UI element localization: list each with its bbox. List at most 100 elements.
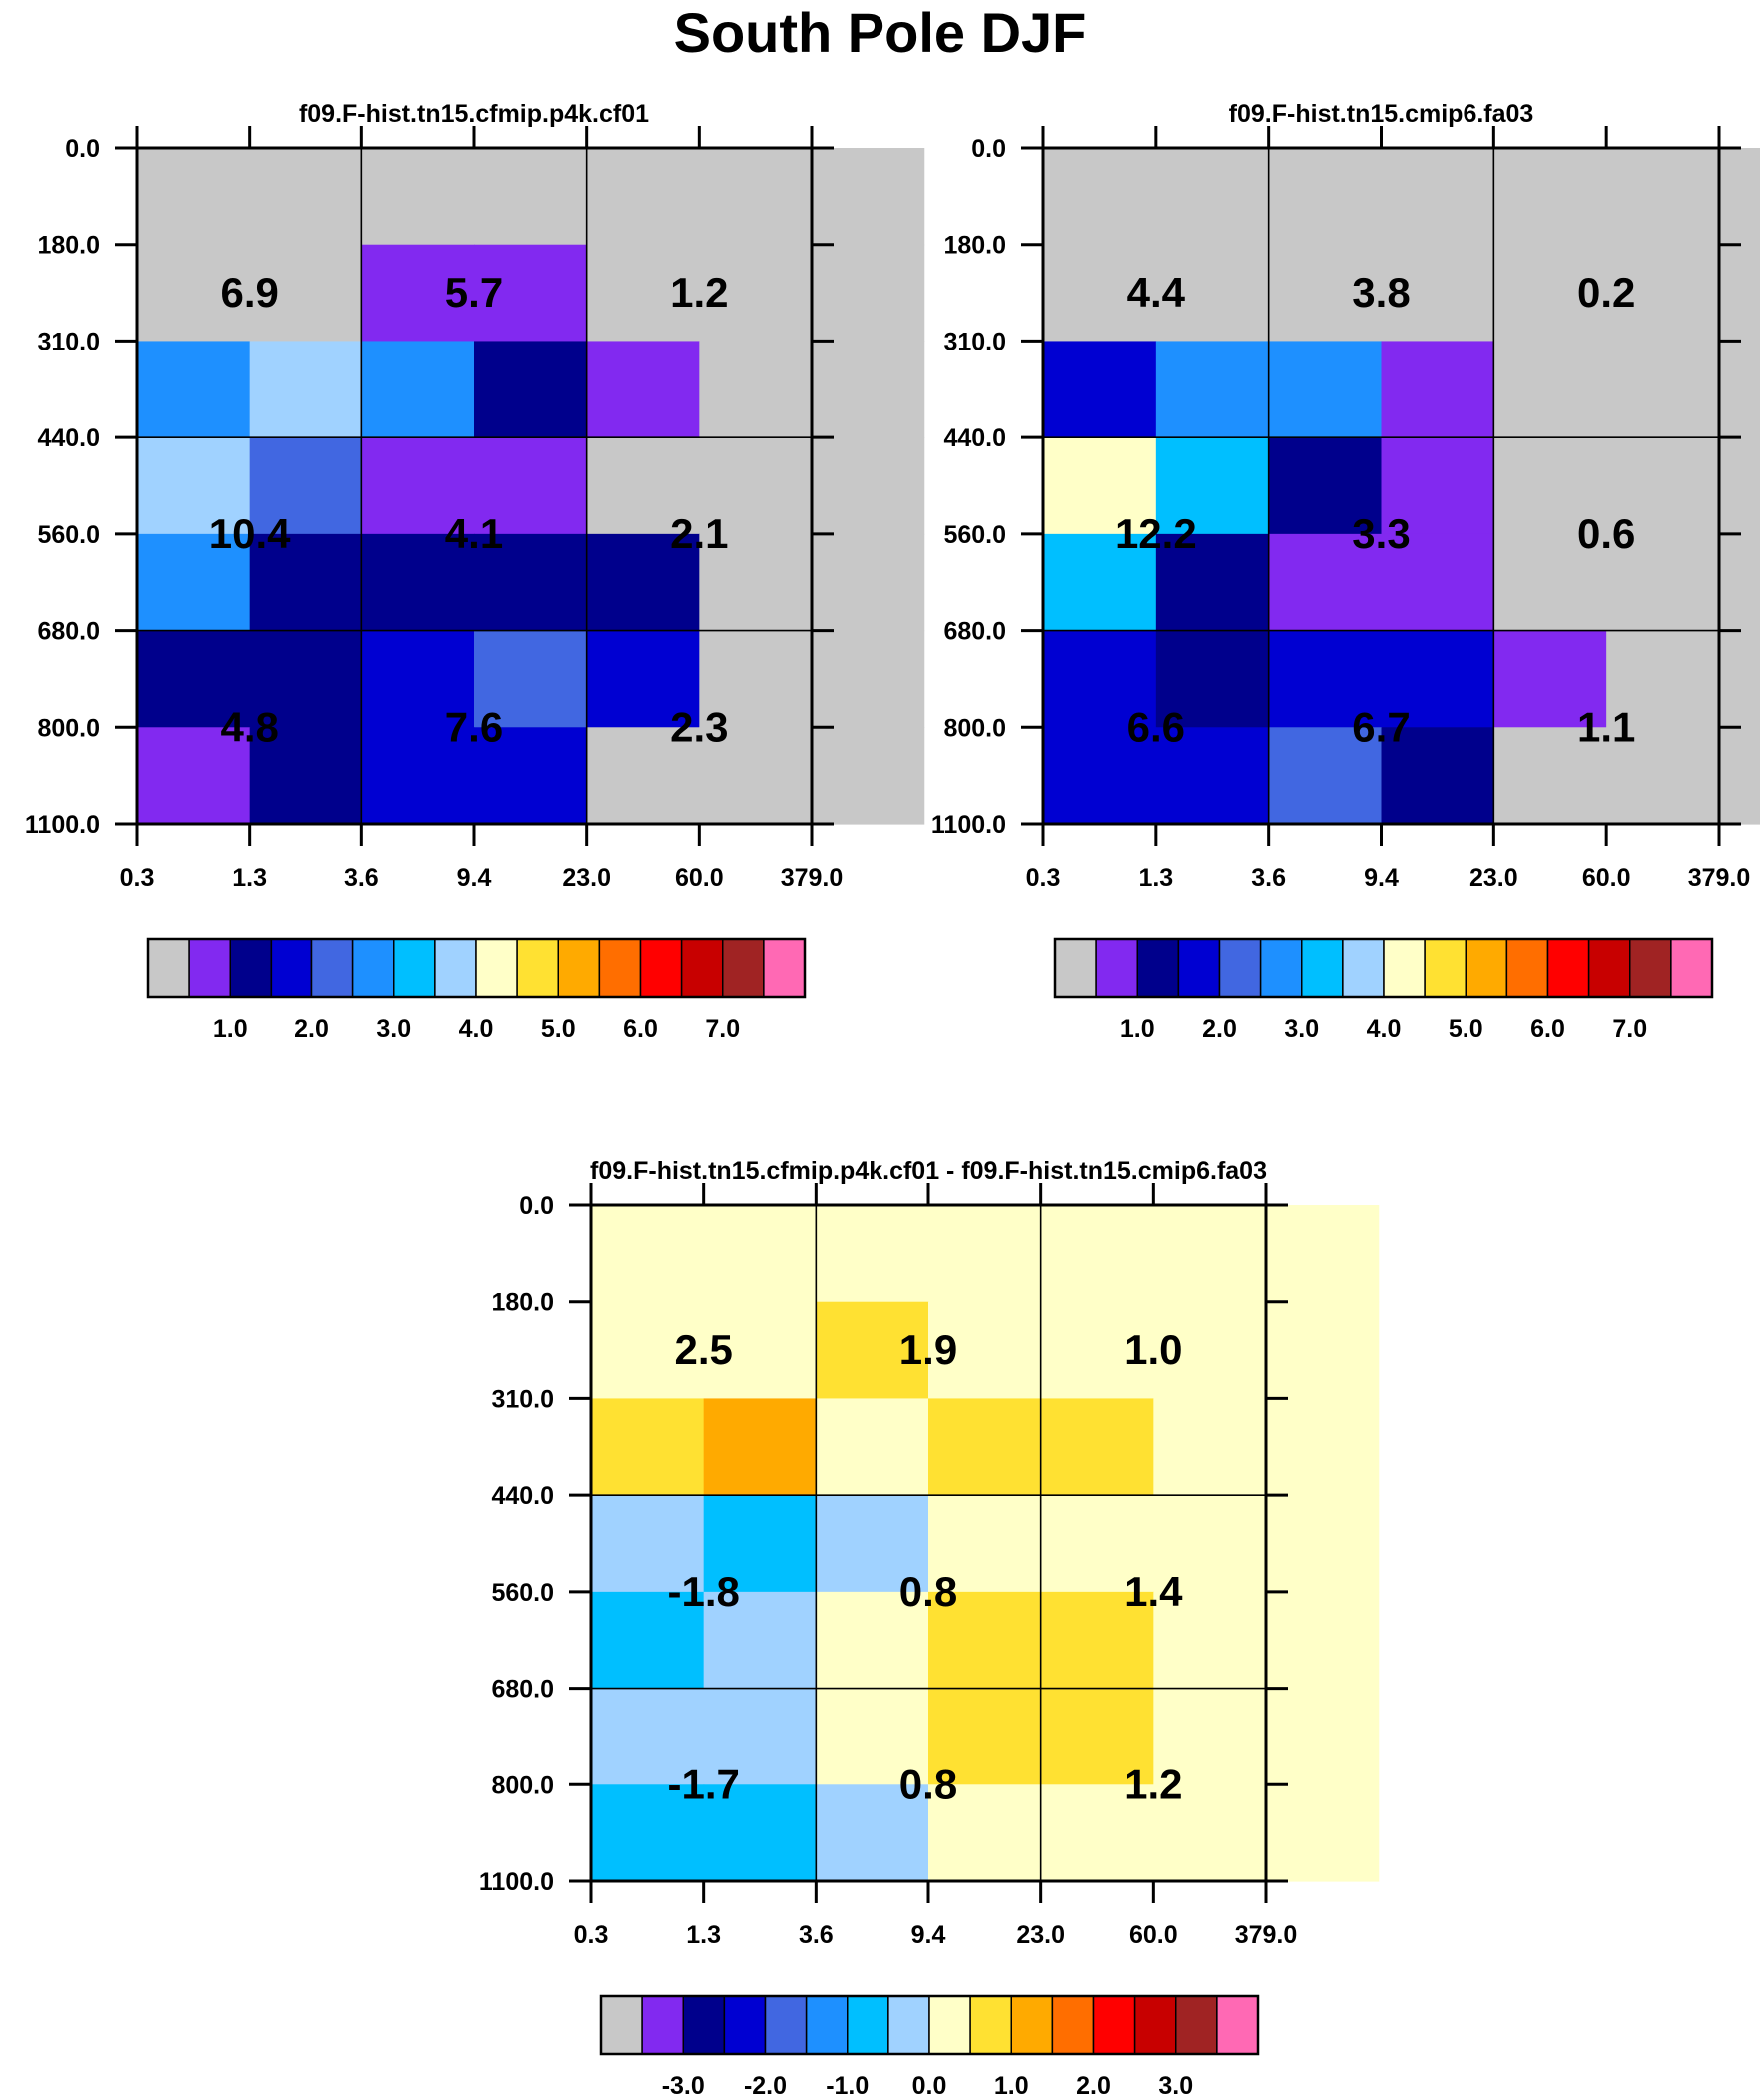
heatmap-cell	[1381, 533, 1494, 632]
colorbar-swatch	[1092, 1995, 1136, 2055]
heatmap-cell	[1153, 1688, 1267, 1785]
x-tick-label: 3.6	[1251, 864, 1286, 892]
colorbar-swatch	[1133, 1995, 1177, 2055]
x-tick-label: 60.0	[1582, 864, 1631, 892]
heatmap-cell	[1153, 1495, 1267, 1593]
y-tick-label: 680.0	[943, 618, 1006, 646]
heatmap-cell	[474, 533, 588, 632]
y-tick-label: 560.0	[491, 1579, 554, 1607]
heatmap-cell	[1043, 630, 1157, 728]
heatmap-cell	[928, 1495, 1042, 1593]
heatmap-cell	[1381, 244, 1494, 343]
heatmap-cell	[361, 148, 475, 246]
heatmap-cell	[1043, 533, 1157, 632]
x-tick-label: 0.3	[1026, 864, 1061, 892]
colorbar-label: 2.0	[1202, 1015, 1237, 1043]
colorbar-label: 7.0	[705, 1015, 740, 1043]
colorbar-swatch	[598, 938, 642, 998]
heatmap-cell	[1493, 727, 1607, 825]
colorbar-swatch	[1054, 938, 1097, 998]
heatmap-cell	[1266, 1205, 1380, 1303]
heatmap-cell	[1493, 630, 1607, 728]
heatmap-cell	[1040, 1495, 1154, 1593]
heatmap-cell	[1040, 1688, 1154, 1785]
heatmap-cell	[1606, 341, 1720, 438]
box-value-label: 1.9	[899, 1326, 957, 1373]
heatmap-cell	[812, 244, 925, 343]
box-value-label: 5.7	[445, 269, 503, 316]
heatmap-cell	[1606, 727, 1720, 825]
colorbar-label: 6.0	[623, 1015, 658, 1043]
heatmap-cell	[586, 244, 700, 343]
colorbar-swatch	[680, 938, 724, 998]
colorbar-label: 7.0	[1612, 1015, 1647, 1043]
panel-3: f09.F-hist.tn15.cfmip.p4k.cf01 - f09.F-h…	[479, 1157, 1380, 2100]
x-tick-label: 23.0	[1469, 864, 1518, 892]
heatmap-cell	[591, 1591, 705, 1690]
heatmap-cell	[1155, 244, 1270, 343]
heatmap-cell	[699, 244, 813, 343]
colorbar-label: 1.0	[994, 2072, 1029, 2100]
box-value-label: -1.8	[667, 1568, 739, 1615]
colorbar-swatch	[1218, 938, 1262, 998]
heatmap-cell	[586, 148, 700, 246]
heatmap-cell	[816, 1495, 929, 1593]
heatmap-cell	[1155, 437, 1270, 535]
heatmap-cell	[1155, 148, 1270, 246]
x-tick-label: 23.0	[562, 864, 611, 892]
heatmap-cell	[812, 437, 925, 535]
heatmap-cell	[1381, 630, 1494, 728]
colorbar-label: 3.0	[1158, 2072, 1193, 2100]
x-tick-label: 0.3	[574, 1921, 609, 1949]
heatmap-cell	[361, 630, 475, 728]
colorbar-label: 2.0	[294, 1015, 329, 1043]
panel-title: f09.F-hist.tn15.cfmip.p4k.cf01 - f09.F-h…	[590, 1157, 1267, 1185]
heatmap-cell	[1043, 244, 1157, 343]
heatmap-cell	[1043, 341, 1157, 438]
colorbar-swatch	[475, 938, 518, 998]
heatmap-cell	[1266, 1688, 1380, 1785]
heatmap-cell	[1155, 727, 1270, 825]
colorbar-swatch	[229, 938, 273, 998]
y-tick-label: 440.0	[491, 1482, 554, 1510]
heatmap-cell	[928, 1784, 1042, 1882]
heatmap-cell	[591, 1688, 705, 1785]
heatmap-cell	[816, 1591, 929, 1690]
heatmap-cell	[816, 1301, 929, 1400]
colorbar-label: -3.0	[662, 2072, 705, 2100]
x-tick-label: 3.6	[799, 1921, 834, 1949]
heatmap-cell	[699, 341, 813, 438]
heatmap-cell	[699, 437, 813, 535]
heatmap-cell	[812, 630, 925, 728]
colorbar-swatch	[1505, 938, 1549, 998]
box-value-label: -1.7	[667, 1760, 739, 1807]
panel-title: f09.F-hist.tn15.cmip6.fa03	[1229, 100, 1534, 128]
heatmap-cell	[699, 630, 813, 728]
heatmap-cell	[1268, 533, 1383, 632]
x-tick-label: 1.3	[1138, 864, 1173, 892]
heatmap-cell	[474, 341, 588, 438]
colorbar-label: 0.0	[912, 2072, 947, 2100]
box-value-label: 10.4	[209, 510, 291, 557]
heatmap-cell	[1493, 533, 1607, 632]
heatmap-cell	[1719, 533, 1760, 632]
box-value-label: 6.9	[220, 269, 278, 316]
heatmap-cell	[1719, 630, 1760, 728]
heatmap-cell	[474, 148, 588, 246]
heatmap-cell	[1381, 341, 1494, 438]
box-value-label: 0.8	[899, 1760, 957, 1807]
colorbar-swatch	[847, 1995, 889, 2055]
heatmap-cell	[1719, 437, 1760, 535]
heatmap-cell	[1719, 341, 1760, 438]
y-tick-label: 560.0	[37, 521, 100, 549]
colorbar-label: 5.0	[1449, 1015, 1483, 1043]
heatmap-cell	[591, 1398, 705, 1496]
heatmap-cell	[137, 727, 251, 825]
heatmap-cell	[928, 1398, 1042, 1496]
heatmap-cell	[1268, 630, 1383, 728]
y-tick-label: 1100.0	[25, 811, 100, 839]
heatmap-cell	[586, 437, 700, 535]
y-tick-label: 680.0	[37, 618, 100, 646]
heatmap-cell	[812, 341, 925, 438]
